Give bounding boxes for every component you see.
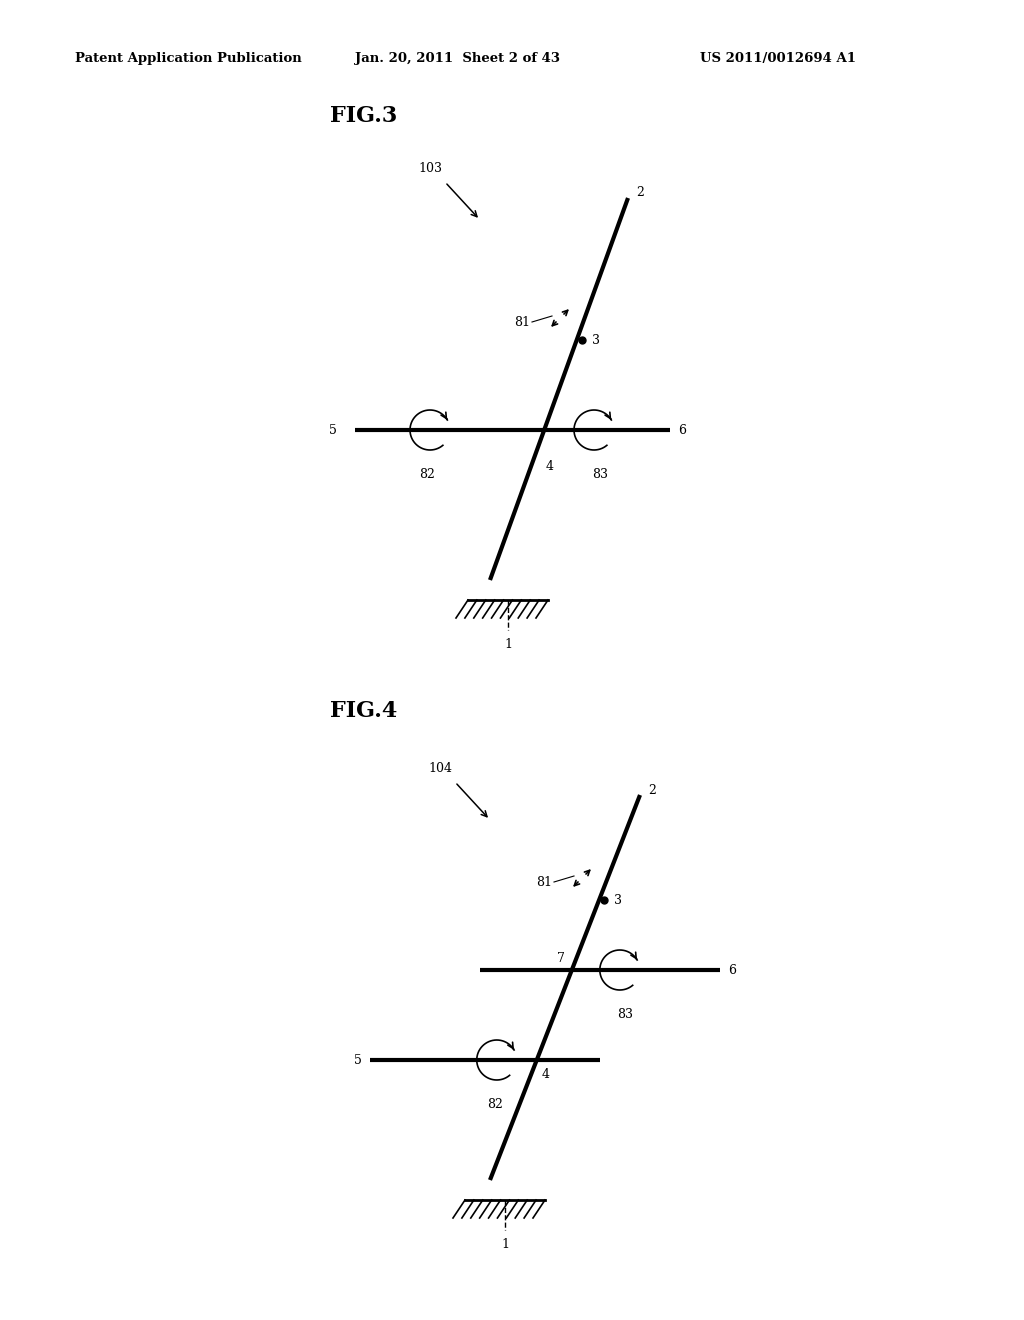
Text: US 2011/0012694 A1: US 2011/0012694 A1 [700, 51, 856, 65]
Text: 1: 1 [501, 1238, 509, 1251]
Text: 82: 82 [419, 469, 435, 480]
Text: 103: 103 [418, 162, 442, 176]
Text: 82: 82 [486, 1098, 503, 1111]
Text: 6: 6 [678, 424, 686, 437]
Text: 81: 81 [536, 876, 552, 890]
Text: Jan. 20, 2011  Sheet 2 of 43: Jan. 20, 2011 Sheet 2 of 43 [355, 51, 560, 65]
Text: 83: 83 [616, 1008, 633, 1020]
Text: 4: 4 [542, 1068, 550, 1081]
Text: 81: 81 [514, 317, 530, 330]
Text: 6: 6 [728, 964, 736, 977]
Text: 3: 3 [592, 334, 600, 346]
Text: 5: 5 [329, 424, 337, 437]
Text: Patent Application Publication: Patent Application Publication [75, 51, 302, 65]
Text: FIG.3: FIG.3 [330, 106, 397, 127]
Text: 4: 4 [545, 459, 553, 473]
Text: FIG.4: FIG.4 [330, 700, 397, 722]
Text: 2: 2 [636, 186, 644, 199]
Text: 3: 3 [614, 894, 622, 907]
Text: 104: 104 [428, 762, 452, 775]
Text: 2: 2 [648, 784, 656, 796]
Text: 7: 7 [557, 952, 564, 965]
Text: 83: 83 [592, 469, 608, 480]
Text: 5: 5 [354, 1053, 362, 1067]
Text: 1: 1 [504, 638, 512, 651]
